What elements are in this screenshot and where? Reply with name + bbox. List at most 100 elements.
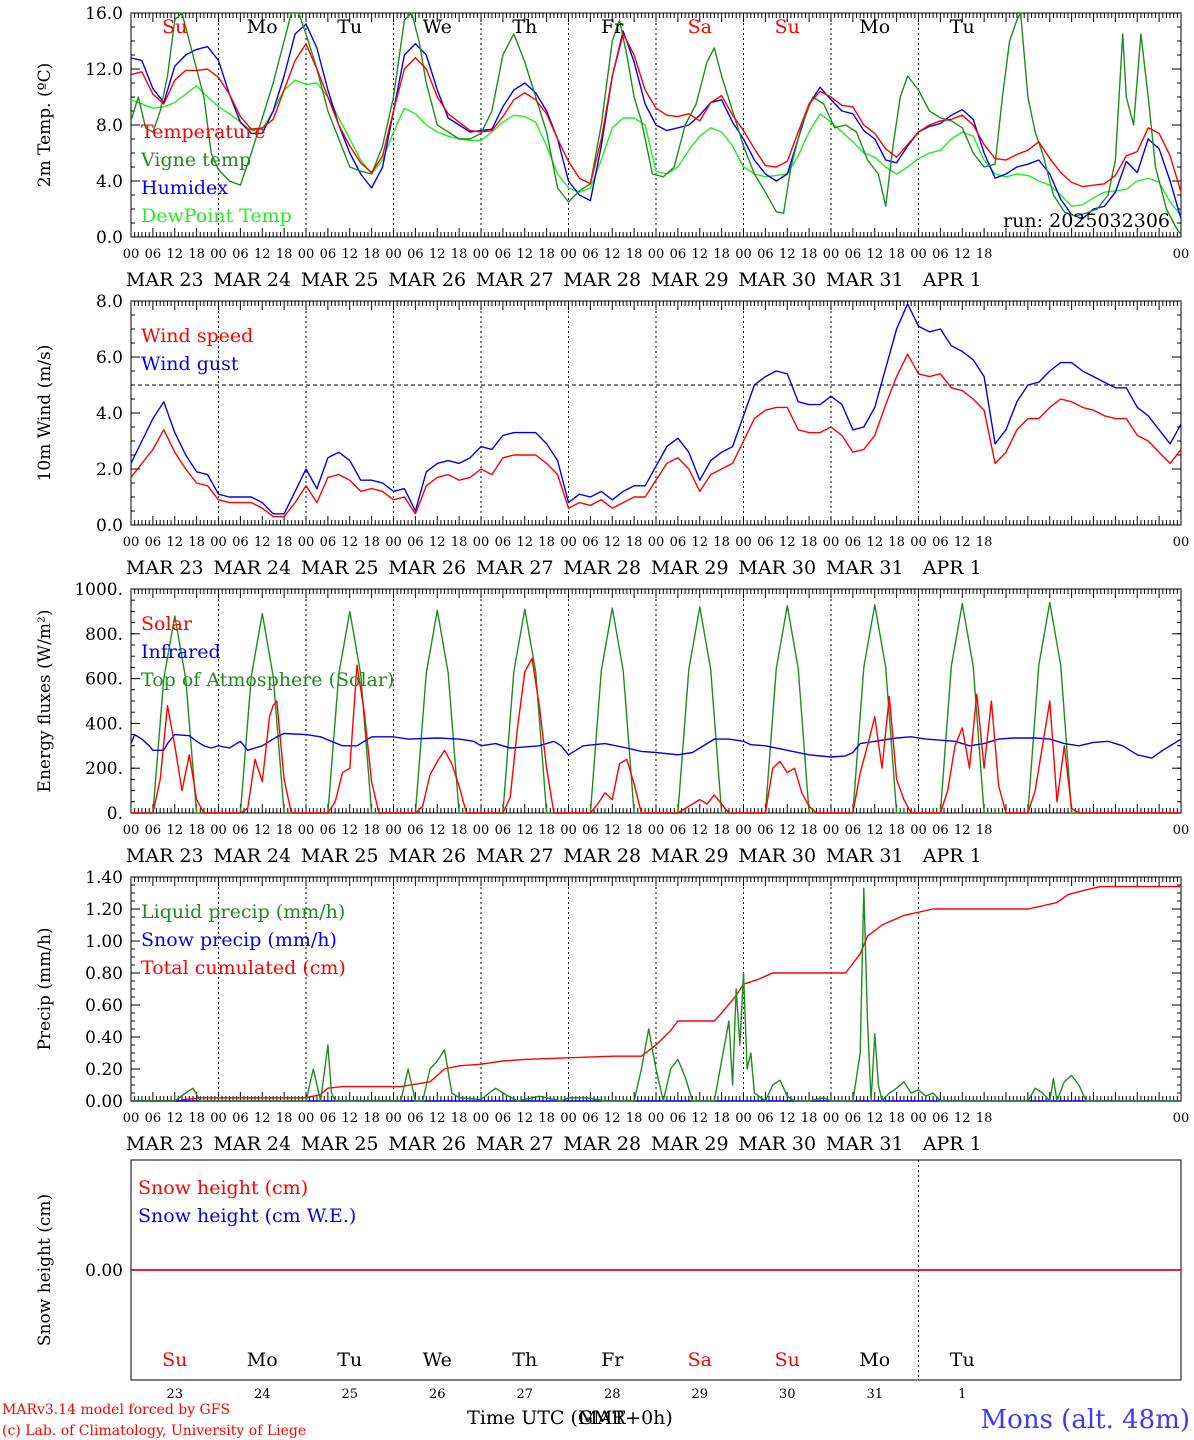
time-axis-label: Time UTC (GMT+0h) xyxy=(467,1407,673,1429)
hour-tick-label: 06 xyxy=(582,247,599,262)
legend-entry: Liquid precip (mm/h) xyxy=(141,901,345,923)
weekday-label: Tu xyxy=(337,16,362,38)
hour-tick-label: 06 xyxy=(495,1111,512,1126)
date-label: MAR 26 xyxy=(388,845,466,867)
date-label: MAR 25 xyxy=(301,557,379,579)
hour-tick-label: 12 xyxy=(954,823,971,838)
hour-tick-label: 12 xyxy=(779,535,796,550)
hour-tick-label: 12 xyxy=(604,823,621,838)
hour-tick-label: 00 xyxy=(473,247,490,262)
hour-tick-label: 12 xyxy=(516,1111,533,1126)
day-number-label: 28 xyxy=(604,1387,621,1402)
y-tick-label: 0.40 xyxy=(85,1028,123,1048)
y-tick-label: 0.60 xyxy=(85,996,123,1016)
date-label: MAR 23 xyxy=(126,845,204,867)
hour-tick-label: 00 xyxy=(1173,1111,1190,1126)
date-label: MAR 26 xyxy=(388,557,466,579)
legend-entry: Wind gust xyxy=(141,353,239,375)
hour-tick-label: 12 xyxy=(254,823,271,838)
y-axis-title: Energy fluxes (W/m²) xyxy=(35,610,55,793)
hour-tick-label: 00 xyxy=(648,1111,665,1126)
hour-tick-label: 06 xyxy=(495,247,512,262)
hour-tick-label: 18 xyxy=(713,535,730,550)
hour-tick-label: 06 xyxy=(845,535,862,550)
hour-tick-label: 00 xyxy=(910,1111,927,1126)
date-label: MAR 23 xyxy=(126,557,204,579)
hour-tick-label: 18 xyxy=(276,247,293,262)
hour-tick-label: 18 xyxy=(276,535,293,550)
weekday-label: Fr xyxy=(601,1349,624,1371)
hour-tick-label: 12 xyxy=(166,535,183,550)
weekday-label: Tu xyxy=(950,16,975,38)
date-label: MAR 24 xyxy=(213,845,291,867)
legend-entry: Total cumulated (cm) xyxy=(141,957,346,979)
hour-tick-label: 00 xyxy=(123,247,140,262)
weekday-label: Su xyxy=(775,1349,800,1371)
hour-tick-label: 06 xyxy=(407,1111,424,1126)
hour-tick-label: 12 xyxy=(341,247,358,262)
hour-tick-label: 12 xyxy=(254,247,271,262)
hour-tick-label: 12 xyxy=(691,823,708,838)
hour-tick-label: 00 xyxy=(123,535,140,550)
hour-tick-label: 06 xyxy=(670,823,687,838)
date-label: APR 1 xyxy=(922,845,982,867)
hour-tick-label: 00 xyxy=(560,535,577,550)
series-line-top-of-atmosphere-solar- xyxy=(131,601,1181,814)
hour-tick-label: 18 xyxy=(538,1111,555,1126)
hour-tick-label: 06 xyxy=(232,535,249,550)
hour-tick-label: 06 xyxy=(932,247,949,262)
y-tick-label: 8.0 xyxy=(96,292,123,312)
hour-tick-label: 00 xyxy=(210,823,227,838)
hour-tick-label: 18 xyxy=(888,247,905,262)
hour-tick-label: 18 xyxy=(976,247,993,262)
date-label: MAR 27 xyxy=(476,845,554,867)
date-label: MAR 26 xyxy=(388,1133,466,1155)
date-label: MAR 24 xyxy=(213,269,291,291)
hour-tick-label: 12 xyxy=(866,1111,883,1126)
hour-tick-label: 06 xyxy=(145,1111,162,1126)
hour-tick-label: 00 xyxy=(1173,247,1190,262)
hour-tick-label: 18 xyxy=(976,823,993,838)
weekday-label: Mo xyxy=(247,1349,278,1371)
hour-tick-label: 00 xyxy=(910,823,927,838)
hour-tick-label: 12 xyxy=(779,1111,796,1126)
hour-tick-label: 18 xyxy=(363,535,380,550)
hour-tick-label: 06 xyxy=(495,823,512,838)
date-label: MAR 31 xyxy=(826,845,904,867)
hour-tick-label: 12 xyxy=(954,1111,971,1126)
panel-5: 0.00 Snow height (cm) Snow height (cm) Snow… xyxy=(35,1159,1182,1402)
weekday-label: Sa xyxy=(688,1349,712,1371)
hour-tick-label: 18 xyxy=(276,823,293,838)
hour-tick-label: 06 xyxy=(932,823,949,838)
hour-tick-label: 18 xyxy=(538,823,555,838)
credit-line-2: (c) Lab. of Climatology, University of L… xyxy=(2,1423,306,1439)
hour-tick-label: 18 xyxy=(451,535,468,550)
hour-tick-label: 06 xyxy=(582,535,599,550)
hour-tick-label: 06 xyxy=(845,1111,862,1126)
series-line-vigne-temp xyxy=(130,12,1182,235)
hour-tick-label: 00 xyxy=(298,1111,315,1126)
weekday-label: Tu xyxy=(337,1349,362,1371)
hour-tick-label: 18 xyxy=(188,247,205,262)
hour-tick-label: 12 xyxy=(516,823,533,838)
hour-tick-label: 06 xyxy=(232,247,249,262)
hour-tick-label: 00 xyxy=(648,247,665,262)
hour-tick-label: 18 xyxy=(713,1111,730,1126)
hour-tick-label: 06 xyxy=(320,1111,337,1126)
hour-tick-label: 00 xyxy=(473,1111,490,1126)
hour-tick-label: 18 xyxy=(713,823,730,838)
date-label: MAR 23 xyxy=(126,1133,204,1155)
hour-tick-label: 18 xyxy=(188,823,205,838)
weekday-label: We xyxy=(423,1349,452,1371)
weekday-label: Mo xyxy=(859,16,890,38)
date-label: APR 1 xyxy=(922,557,982,579)
hour-tick-label: 06 xyxy=(407,823,424,838)
hour-tick-label: 06 xyxy=(407,247,424,262)
hour-tick-label: 06 xyxy=(145,535,162,550)
date-label: MAR 28 xyxy=(563,1133,641,1155)
panel-4: 0.00 0.20 0.40 0.60 0.80 1.00 1.20 1.40 Precip (… xyxy=(35,868,1189,1155)
hour-tick-label: 06 xyxy=(232,823,249,838)
weekday-label: Mo xyxy=(859,1349,890,1371)
hour-tick-label: 12 xyxy=(254,535,271,550)
date-label: MAR 24 xyxy=(213,1133,291,1155)
